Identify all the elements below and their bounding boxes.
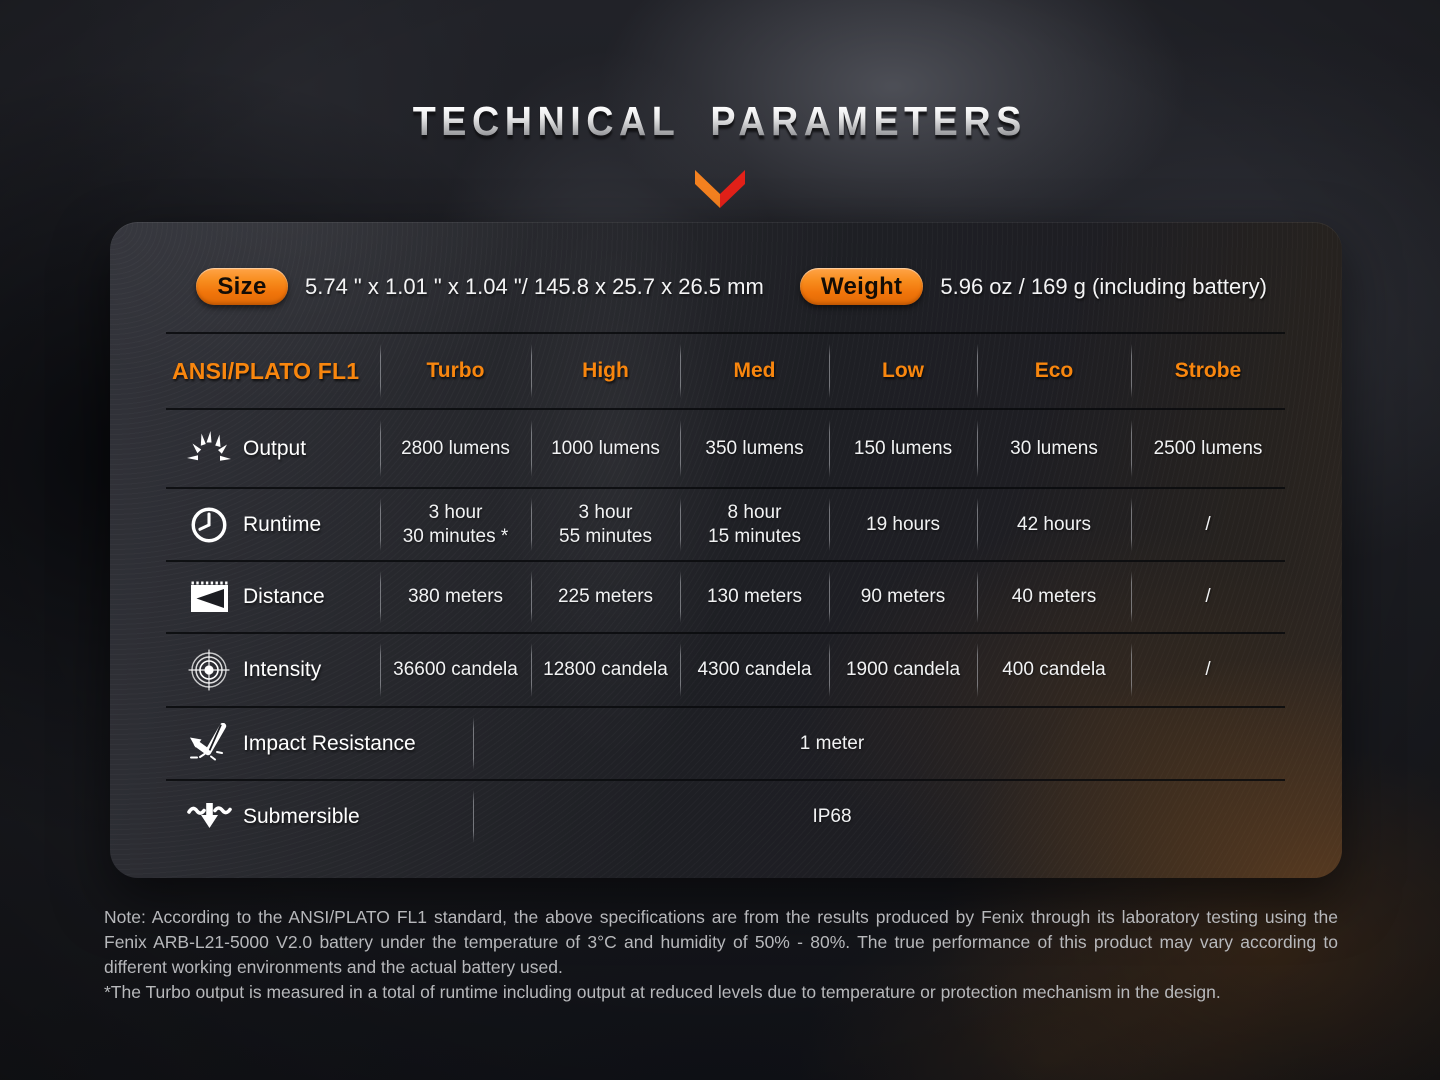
- sunrise-icon: [184, 428, 234, 470]
- distance-low: 90 meters: [860, 586, 946, 607]
- mode-header-eco: Eco: [1034, 359, 1074, 382]
- row-label: Intensity: [243, 658, 322, 681]
- output-eco: 30 lumens: [1010, 437, 1098, 459]
- table-row-runtime: Runtime 3 hour 30 minutes * 3 hour 55 mi…: [166, 487, 1285, 560]
- spec-panel: Size 5.74 " x 1.01 " x 1.04 "/ 145.8 x 2…: [110, 222, 1342, 878]
- size-badge-label: Size: [217, 272, 267, 300]
- distance-eco: 40 meters: [1011, 586, 1097, 607]
- intensity-target-icon: [184, 648, 234, 692]
- mode-header-low: Low: [882, 359, 924, 382]
- table-header-row: ANSI/PLATO FL1 Turbo High Med Low Eco St…: [166, 332, 1285, 408]
- output-turbo: 2800 lumens: [401, 437, 510, 459]
- table-row-intensity: Intensity 36600 candela 12800 candela 43…: [166, 632, 1285, 706]
- distance-strobe: /: [1205, 586, 1211, 607]
- size-value: 5.74 " x 1.01 " x 1.04 "/ 145.8 x 25.7 x…: [305, 273, 764, 299]
- submersible-value: IP68: [812, 805, 852, 827]
- mode-header-high: High: [582, 359, 629, 382]
- table-row-distance: Distance 380 meters 225 meters 130 meter…: [166, 560, 1285, 632]
- page-title: TECHNICAL PARAMETERS TECHNICAL PARAMETER…: [0, 98, 1440, 148]
- distance-med: 130 meters: [706, 586, 803, 607]
- weight-badge: Weight: [800, 268, 924, 305]
- mode-header-turbo: Turbo: [426, 359, 485, 382]
- runtime-low: 19 hours: [866, 513, 940, 535]
- intensity-low: 1900 candela: [845, 659, 961, 680]
- chevron-down-icon: [694, 170, 746, 213]
- standard-label: ANSI/PLATO FL1: [172, 357, 360, 384]
- mode-header-med: Med: [733, 359, 776, 382]
- intensity-high: 12800 candela: [543, 659, 668, 680]
- note-paragraph-2: *The Turbo output is measured in a total…: [104, 982, 1221, 1002]
- beam-distance-icon: [184, 576, 234, 618]
- intensity-med: 4300 candela: [697, 659, 812, 680]
- footnotes: Note: According to the ANSI/PLATO FL1 st…: [104, 905, 1338, 1005]
- output-med: 350 lumens: [705, 437, 804, 459]
- note-paragraph-1: Note: According to the ANSI/PLATO FL1 st…: [104, 907, 1338, 977]
- size-badge: Size: [196, 268, 288, 305]
- row-label: Impact Resistance: [243, 731, 416, 755]
- mode-header-strobe: Strobe: [1174, 359, 1242, 382]
- page-title-shadow: TECHNICAL PARAMETERS: [58, 102, 1383, 149]
- intensity-strobe: /: [1205, 659, 1211, 680]
- row-label: Output: [243, 436, 307, 460]
- impact-resistance-value: 1 meter: [799, 732, 865, 754]
- clock-icon: [184, 504, 234, 546]
- runtime-high: 3 hour 55 minutes: [559, 501, 652, 547]
- output-low: 150 lumens: [853, 437, 953, 459]
- output-strobe: 2500 lumens: [1153, 437, 1263, 459]
- weight-badge-label: Weight: [821, 272, 903, 300]
- spec-table: ANSI/PLATO FL1 Turbo High Med Low Eco St…: [166, 332, 1285, 852]
- distance-turbo: 380 meters: [407, 586, 504, 607]
- runtime-med: 8 hour 15 minutes: [708, 501, 801, 547]
- page-title-text: TECHNICAL PARAMETERS: [412, 98, 1028, 144]
- row-label: Runtime: [243, 512, 322, 536]
- intensity-turbo: 36600 candela: [393, 659, 518, 680]
- runtime-strobe: /: [1205, 513, 1211, 535]
- output-high: 1000 lumens: [551, 437, 660, 459]
- table-row-output: Output 2800 lumens 1000 lumens 350 lumen…: [166, 408, 1285, 487]
- distance-high: 225 meters: [557, 586, 654, 607]
- table-row-impact-resistance: Impact Resistance 1 meter: [166, 706, 1285, 779]
- intensity-eco: 400 candela: [1002, 659, 1106, 680]
- weight-value: 5.96 oz / 169 g (including battery): [940, 273, 1267, 299]
- submersible-icon: [184, 797, 234, 837]
- row-label: Distance: [243, 585, 325, 608]
- row-label: Submersible: [243, 804, 360, 828]
- impact-icon: [184, 722, 234, 765]
- runtime-turbo: 3 hour 30 minutes *: [402, 501, 509, 547]
- runtime-eco: 42 hours: [1017, 513, 1091, 535]
- table-row-submersible: Submersible IP68: [166, 779, 1285, 852]
